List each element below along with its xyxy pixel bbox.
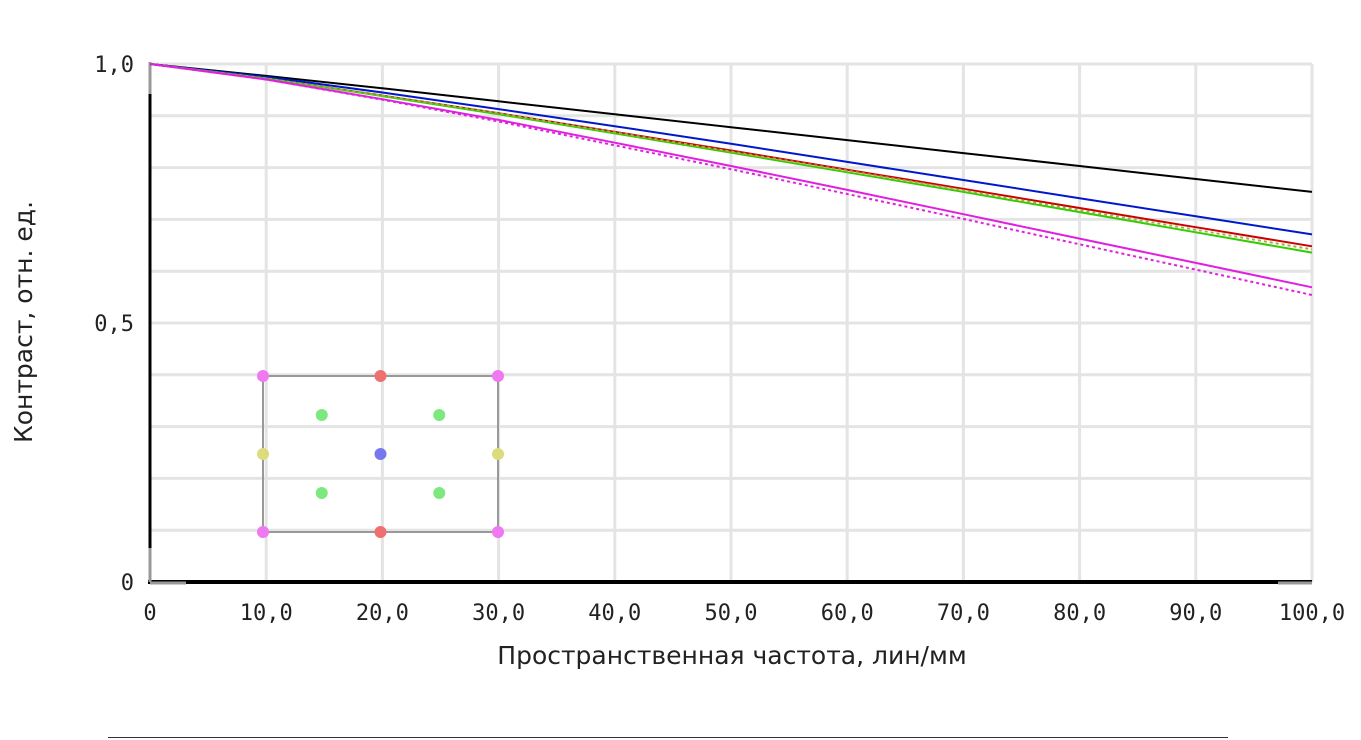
series-line	[149, 63, 1313, 289]
series-layer	[149, 63, 1313, 296]
series-line	[149, 63, 1313, 254]
x-axis-title: Пространственная частота, лин/мм	[497, 641, 966, 670]
y-tick-label: 0	[121, 571, 134, 596]
grid-layer	[150, 62, 1314, 582]
field-point	[315, 487, 328, 499]
field-point	[492, 526, 504, 538]
field-point	[433, 487, 446, 499]
bottom-divider	[108, 737, 1228, 738]
y-tick-label: 0,5	[94, 312, 134, 337]
x-tick-label: 50,0	[705, 601, 758, 626]
y-axis-title: Контраст, отн. ед.	[9, 201, 38, 443]
field-point	[257, 370, 269, 382]
field-point	[374, 370, 387, 382]
series-line	[149, 63, 1313, 193]
field-point	[374, 526, 387, 538]
x-tick-label: 80,0	[1053, 601, 1106, 626]
field-point	[433, 409, 446, 421]
tick-labels: 0 10,0 20,0 30,0 40,0 50,0 60,0 70,0 80,0 90,0 100…	[94, 53, 1345, 626]
field-point	[257, 448, 269, 460]
series-line	[149, 63, 1313, 236]
field-point	[374, 448, 387, 460]
field-point	[492, 370, 504, 382]
x-tick-label: 10,0	[240, 601, 293, 626]
series-line	[149, 63, 1313, 251]
x-tick-label: 0	[143, 601, 156, 626]
field-inset	[257, 370, 504, 538]
y-tick-label: 1,0	[94, 53, 134, 78]
x-tick-label: 60,0	[821, 601, 874, 626]
field-point	[492, 448, 504, 460]
x-tick-label: 40,0	[588, 601, 641, 626]
x-tick-label: 90,0	[1169, 601, 1222, 626]
field-point	[315, 409, 328, 421]
field-point	[257, 526, 269, 538]
axes-layer	[148, 62, 1312, 585]
x-tick-label: 20,0	[356, 601, 409, 626]
x-tick-label: 100,0	[1279, 601, 1345, 626]
x-tick-label: 30,0	[472, 601, 525, 626]
x-tick-label: 70,0	[937, 601, 990, 626]
series-line	[149, 63, 1313, 296]
